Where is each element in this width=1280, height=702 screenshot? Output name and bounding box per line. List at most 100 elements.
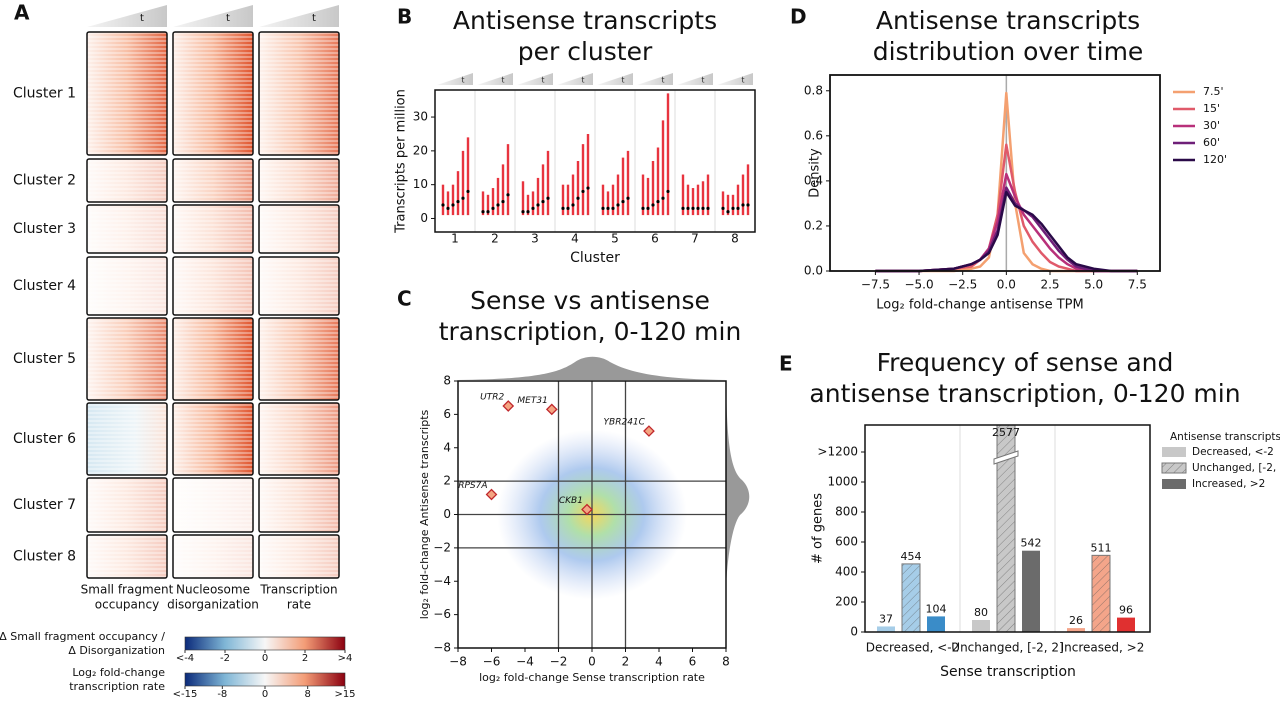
heatmap-texture (87, 159, 167, 202)
data-label: 104 (926, 602, 947, 615)
heatmap-texture (173, 403, 253, 475)
median-dot (496, 203, 500, 207)
x-tick-label: 1 (451, 232, 459, 246)
highlight-point (643, 425, 655, 437)
column-label: rate (287, 598, 311, 612)
colorbar-tick-label: >4 (338, 653, 353, 664)
y-tick-label: 0.6 (804, 128, 823, 142)
colorbar-label: Δ Small fragment occupancy / (0, 630, 165, 643)
heatmap-texture (259, 205, 339, 253)
heatmap-frame (172, 158, 254, 203)
median-dot (706, 206, 710, 210)
heatmap-frame (86, 317, 168, 401)
x-tick-label: −2.5 (948, 278, 977, 292)
median-dot (531, 206, 535, 210)
axis-break (993, 450, 1019, 465)
data-label: 37 (879, 612, 893, 625)
x-tick-label: 5.0 (1084, 278, 1103, 292)
time-triangle (637, 73, 673, 85)
bar (1067, 628, 1085, 632)
y-tick-label: −4 (433, 574, 451, 588)
heatmap-frame (172, 402, 254, 476)
x-tick-label: −7.5 (861, 278, 890, 292)
data-label: 542 (1021, 537, 1042, 550)
x-tick-label: 8 (731, 232, 739, 246)
median-dot (646, 206, 650, 210)
median-dot (486, 210, 490, 214)
time-triangle (717, 73, 753, 85)
bar (1091, 554, 1111, 632)
x-tick-label: −8 (449, 655, 467, 669)
x-axis-label: Sense transcription (940, 664, 1076, 680)
y-tick-label: 400 (835, 565, 858, 579)
heatmap-texture (259, 257, 339, 315)
y-tick-label: 0.0 (804, 264, 823, 278)
legend-swatch (1162, 479, 1186, 489)
heatmap-texture (259, 403, 339, 475)
heatmap-texture (173, 535, 253, 578)
x-tick-label: 7.5 (1128, 278, 1147, 292)
median-dot (641, 206, 645, 210)
heatmap-texture (87, 318, 167, 400)
chart-title: Antisense transcripts (453, 6, 717, 35)
median-dot (701, 206, 705, 210)
time-label: t (140, 13, 144, 24)
legend-title: Antisense transcripts (1170, 431, 1280, 443)
density-line (875, 190, 1138, 273)
legend-label: Unchanged, [-2, 2] (1192, 462, 1280, 474)
point-label: MET31 (517, 396, 547, 406)
median-dot (606, 206, 610, 210)
heatmap-texture (87, 32, 167, 155)
median-dot (681, 206, 685, 210)
heatmap-frame (172, 31, 254, 156)
heatmap-frame (258, 204, 340, 254)
time-triangle (517, 73, 553, 85)
y-tick-label: 200 (835, 595, 858, 609)
y-tick-label: 600 (835, 535, 858, 549)
median-dot (726, 210, 730, 214)
y-tick-label: 2 (443, 474, 451, 488)
panel-letter: A (14, 1, 30, 25)
legend-label: Increased, >2 (1192, 478, 1265, 490)
bar (972, 620, 990, 632)
heatmap-frame (172, 534, 254, 579)
median-dot (481, 210, 485, 214)
heatmap-texture (173, 478, 253, 532)
cluster-label: Cluster 2 (13, 173, 76, 189)
plot-frame (457, 380, 727, 649)
heatmap-frame (258, 158, 340, 203)
heatmap-frame (258, 31, 340, 156)
heatmap-texture (173, 257, 253, 315)
median-dot (626, 196, 630, 200)
data-label: 511 (1091, 541, 1112, 554)
median-dot (731, 206, 735, 210)
heatmap-frame (86, 402, 168, 476)
time-triangle (87, 5, 167, 27)
time-triangle (259, 5, 339, 27)
heatmap-frame (258, 534, 340, 579)
x-tick-label: −4 (516, 655, 534, 669)
legend-label: 15' (1203, 102, 1220, 115)
colorbar-tick-label: <-15 (173, 689, 198, 700)
colorbar-tick-label: 8 (304, 689, 310, 700)
colorbar-tick-label: 2 (302, 653, 308, 664)
median-dot (666, 189, 670, 194)
legend-swatch (1161, 462, 1187, 474)
heatmap-texture (87, 535, 167, 578)
time-label: t (661, 76, 664, 85)
y-tick-label: 4 (443, 440, 451, 454)
y-axis-label: Density (808, 148, 823, 198)
x-tick-label: −6 (483, 655, 501, 669)
time-label: t (226, 13, 230, 24)
chart-title: distribution over time (873, 37, 1144, 66)
median-dot (461, 196, 465, 200)
data-label: 96 (1119, 604, 1133, 617)
cluster-label: Cluster 3 (13, 221, 76, 237)
time-label: t (312, 13, 316, 24)
x-tick-label: 0 (588, 655, 596, 669)
y-tick-label: −2 (433, 540, 451, 554)
column-label: Small fragment (81, 583, 174, 597)
data-label: 2577 (992, 426, 1020, 439)
y-tick-label: 0 (420, 211, 428, 225)
